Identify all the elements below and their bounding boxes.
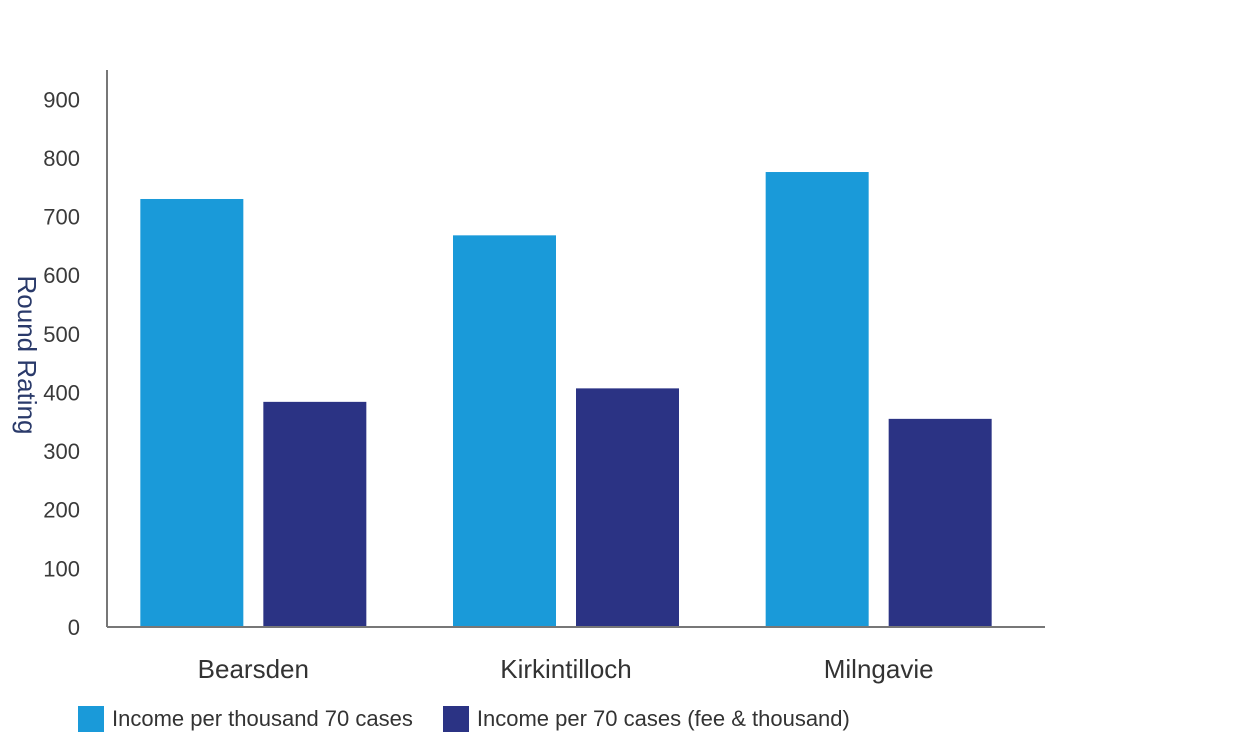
x-tick-label: Milngavie xyxy=(824,654,934,684)
legend-swatch xyxy=(78,706,104,732)
y-tick-label: 300 xyxy=(43,439,80,464)
y-tick-label: 500 xyxy=(43,322,80,347)
y-axis: 0 100 200 300 400 500 600 700 800 900 xyxy=(43,70,108,640)
bar xyxy=(453,235,556,627)
legend-label: Income per 70 cases (fee & thousand) xyxy=(476,706,850,731)
bar xyxy=(263,401,367,627)
y-axis-title: Round Rating xyxy=(12,276,42,435)
y-tick-label: 0 xyxy=(68,615,80,640)
y-tick-label: 100 xyxy=(43,556,80,581)
legend: Income per thousand 70 cases Income per … xyxy=(78,706,850,732)
x-tick-label: Kirkintilloch xyxy=(500,654,632,684)
bar xyxy=(140,198,244,627)
y-tick-label: 900 xyxy=(43,87,80,112)
y-tick-label: 200 xyxy=(43,498,80,523)
y-tick-label: 700 xyxy=(43,205,80,230)
legend-swatch xyxy=(442,706,469,732)
y-tick-label: 600 xyxy=(43,263,80,288)
legend-item: Income per 70 cases (fee & thousand) xyxy=(442,706,850,732)
bar-chart: 0 100 200 300 400 500 600 700 800 900 Bearsden Kir… xyxy=(12,70,1045,684)
bar xyxy=(576,388,679,627)
y-tick-label: 400 xyxy=(43,380,80,405)
x-axis: Bearsden Kirkintilloch Milngavie xyxy=(107,626,1045,684)
bars xyxy=(140,172,992,627)
y-tick-label: 800 xyxy=(43,146,80,171)
bar xyxy=(888,418,992,627)
legend-item: Income per thousand 70 cases xyxy=(78,706,413,732)
bar xyxy=(765,172,869,627)
legend-label: Income per thousand 70 cases xyxy=(112,706,413,731)
x-tick-label: Bearsden xyxy=(198,654,309,684)
